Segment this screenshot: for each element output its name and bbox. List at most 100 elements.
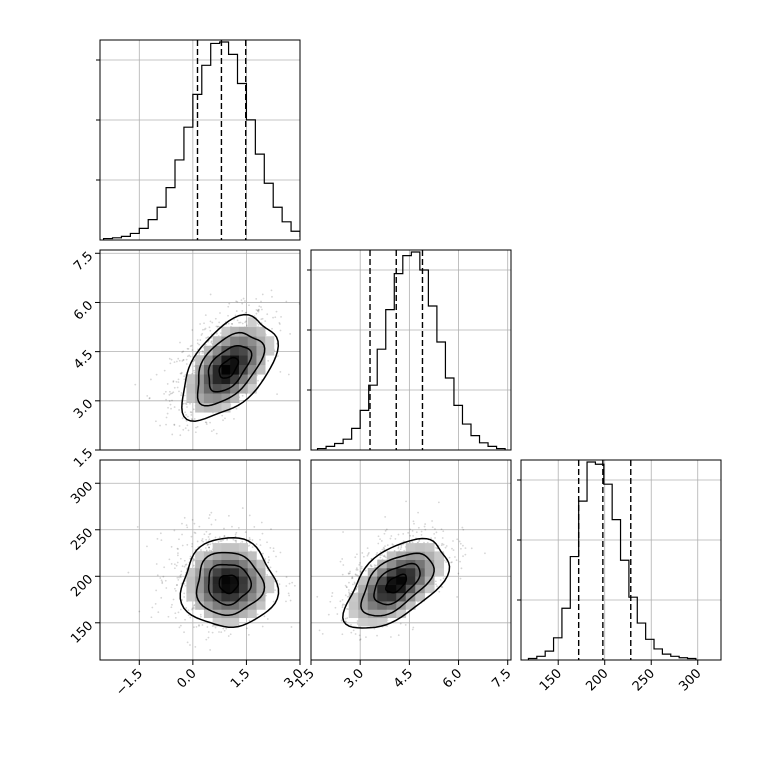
scatter-point	[198, 525, 201, 528]
scatter-point	[184, 584, 187, 587]
scatter-point	[184, 564, 187, 566]
scatter-point	[173, 424, 176, 426]
scatter-point	[235, 539, 238, 542]
scatter-point	[386, 619, 389, 622]
scatter-point	[194, 645, 197, 648]
scatter-point	[373, 627, 376, 630]
scatter-point	[175, 360, 178, 363]
density-block	[230, 592, 240, 602]
scatter-point	[220, 540, 223, 542]
x-tick-label-2-1: 200	[583, 666, 611, 694]
scatter-point	[169, 392, 172, 395]
scatter-point	[173, 406, 176, 408]
density-block	[221, 393, 231, 404]
scatter-point	[264, 557, 267, 560]
scatter-point	[470, 547, 473, 550]
scatter-point	[146, 545, 148, 548]
contour-1	[207, 344, 253, 393]
scatter-point	[376, 634, 378, 637]
scatter-point	[402, 532, 405, 535]
scatter-point	[356, 553, 358, 556]
density-block	[221, 543, 231, 552]
scatter-point	[397, 533, 400, 536]
density-block	[247, 567, 257, 577]
scatter-point	[267, 359, 270, 362]
scatter-point	[417, 526, 420, 529]
scatter-point	[176, 554, 179, 557]
scatter-point	[208, 546, 210, 549]
scatter-point	[376, 551, 379, 554]
scatter-point	[366, 547, 369, 550]
scatter-point	[288, 594, 291, 597]
scatter-point	[270, 528, 272, 531]
scatter-point	[160, 539, 163, 542]
scatter-point	[411, 529, 414, 532]
scatter-point	[238, 321, 240, 324]
scatter-point	[269, 547, 272, 549]
scatter-point	[248, 544, 251, 547]
scatter-point	[234, 535, 237, 538]
scatter-point	[165, 423, 167, 426]
scatter-point	[379, 551, 382, 553]
scatter-point	[262, 552, 264, 555]
x-tick-label-0-1: 0.0	[174, 666, 199, 691]
scatter-point	[435, 546, 437, 549]
scatter-point	[267, 556, 270, 558]
scatter-point	[239, 321, 242, 324]
scatter-point	[191, 607, 194, 610]
density-block	[424, 584, 435, 594]
scatter-point	[178, 576, 180, 579]
density-block	[186, 576, 196, 585]
density-block	[367, 592, 378, 602]
scatter-point	[245, 324, 248, 327]
scatter-point	[172, 381, 175, 383]
scatter-point	[159, 577, 162, 579]
scatter-point	[177, 611, 180, 614]
scatter-point	[342, 564, 345, 566]
scatter-point	[336, 613, 339, 615]
scatter-point	[177, 552, 179, 555]
scatter-point	[348, 591, 350, 594]
scatter-point	[379, 538, 381, 541]
scatter-point	[345, 586, 348, 589]
scatter-point	[185, 363, 188, 365]
scatter-point	[186, 641, 189, 644]
density-block	[195, 559, 205, 569]
scatter-point	[170, 562, 173, 565]
density-block	[424, 559, 435, 569]
density-block	[367, 609, 378, 619]
scatter-point	[450, 561, 452, 564]
scatter-point	[168, 400, 171, 402]
scatter-point	[255, 312, 258, 315]
scatter-point	[204, 327, 207, 330]
scatter-point	[383, 555, 386, 558]
scatter-point	[293, 584, 296, 587]
scatter-point	[171, 392, 174, 395]
scatter-point	[210, 523, 213, 526]
scatter-point	[459, 577, 462, 580]
histogram-step	[102, 41, 300, 240]
scatter-point	[457, 572, 460, 575]
scatter-point	[288, 582, 291, 585]
scatter-point	[391, 543, 394, 546]
scatter-point	[389, 537, 392, 540]
scatter-point	[211, 631, 214, 634]
scatter-point	[170, 606, 173, 609]
scatter-point	[154, 602, 157, 605]
density-block	[247, 364, 257, 375]
scatter-point	[205, 337, 208, 339]
scatter-point	[216, 325, 219, 328]
density-block	[203, 567, 213, 577]
scatter-point	[257, 310, 260, 313]
scatter-point	[249, 538, 251, 541]
scatter-point	[248, 514, 251, 517]
scatter-point	[247, 633, 250, 636]
scatter-point	[260, 306, 262, 308]
x-tick-label-1-4: 7.5	[489, 666, 514, 691]
scatter-point	[426, 541, 429, 544]
scatter-point	[392, 544, 395, 547]
scatter-point	[223, 534, 226, 537]
scatter-point	[234, 539, 237, 542]
scatter-point	[136, 526, 139, 528]
density-block	[415, 576, 426, 585]
